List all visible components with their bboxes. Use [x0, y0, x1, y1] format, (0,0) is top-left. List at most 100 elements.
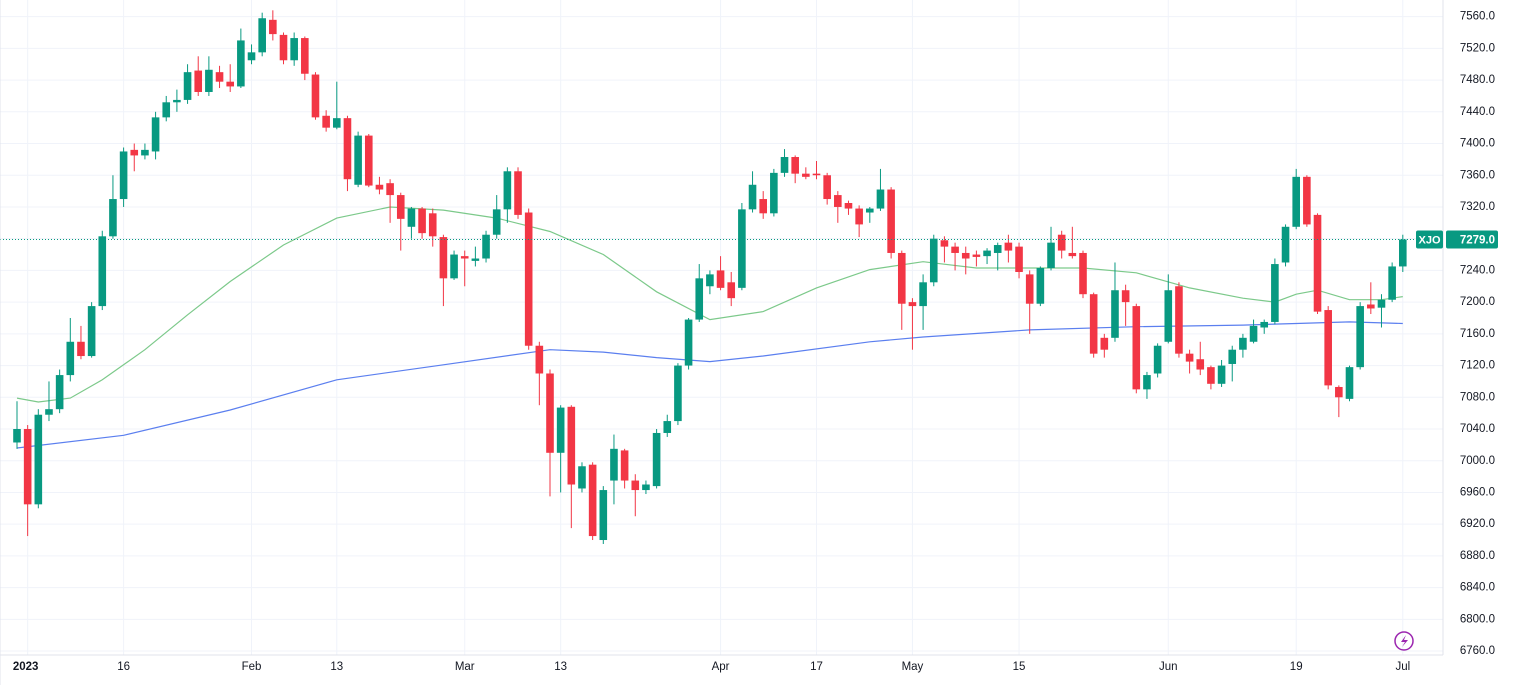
- y-tick-label: 7040.0: [1460, 423, 1495, 435]
- x-tick-label: Feb: [242, 661, 262, 673]
- candle-body: [183, 72, 192, 100]
- candle-body: [1271, 264, 1279, 322]
- candle-body: [1121, 290, 1130, 303]
- price-label: 7279.0: [1460, 235, 1495, 247]
- candle-body: [162, 102, 171, 118]
- candle-body: [1196, 359, 1205, 370]
- y-tick-label: 6800.0: [1460, 613, 1495, 625]
- candle-body: [1079, 252, 1087, 295]
- candle-body: [887, 189, 895, 253]
- candle-body: [109, 199, 117, 237]
- candle-body: [1281, 226, 1290, 263]
- candle-body: [1388, 266, 1396, 300]
- candle-body: [1015, 246, 1023, 272]
- candle-body: [428, 213, 437, 237]
- candle-body: [439, 237, 448, 279]
- candle-body: [1132, 306, 1141, 390]
- candle-body: [631, 480, 640, 491]
- candle-body: [386, 183, 394, 196]
- candle-body: [269, 19, 277, 35]
- candle-body: [418, 208, 426, 234]
- candle-body: [1164, 290, 1173, 342]
- candle-body: [492, 209, 501, 235]
- moving-average: [16, 321, 1403, 449]
- candle-body: [173, 99, 181, 103]
- candle-body: [876, 189, 885, 209]
- candle-body: [194, 70, 203, 92]
- candle-body: [855, 208, 863, 225]
- candle-body: [1175, 286, 1183, 354]
- candle-body: [87, 306, 96, 357]
- candle-body: [1335, 386, 1343, 398]
- candle-body: [258, 18, 266, 53]
- candle-body: [599, 490, 608, 541]
- icon-bolt: [1401, 635, 1408, 647]
- candle-body: [642, 484, 650, 491]
- price-badge: [1446, 230, 1498, 249]
- candle-body: [866, 208, 874, 213]
- candle-body: [812, 173, 821, 176]
- x-tick-label: 13: [330, 661, 343, 673]
- candle-body: [844, 203, 853, 209]
- candle-body: [333, 118, 341, 128]
- candle-body: [450, 254, 458, 279]
- y-tick-label: 7560.0: [1460, 11, 1495, 23]
- candle-body: [770, 172, 778, 214]
- lightning-icon[interactable]: [1394, 631, 1414, 651]
- candle-body: [301, 38, 309, 74]
- candle-body: [1239, 337, 1247, 350]
- y-tick-label: 6840.0: [1460, 582, 1495, 594]
- candle-body: [684, 319, 693, 366]
- y-tick-label: 7320.0: [1460, 201, 1495, 213]
- candle-body: [1036, 268, 1045, 304]
- candle-body: [738, 209, 746, 288]
- candle-body: [1185, 353, 1194, 362]
- y-tick-label: 7200.0: [1460, 296, 1495, 308]
- x-tick-label: 13: [554, 661, 567, 673]
- candle-body: [66, 341, 75, 376]
- candle-body: [727, 282, 736, 299]
- candle-body: [1153, 345, 1162, 374]
- candle-body: [343, 118, 352, 180]
- candle-body: [247, 52, 256, 61]
- candle-body: [311, 74, 320, 118]
- x-tick-label: Jul: [1395, 661, 1410, 673]
- candle-body: [588, 464, 597, 537]
- candle-body: [55, 375, 64, 410]
- y-tick-label: 7160.0: [1460, 328, 1495, 340]
- candle-body: [1399, 239, 1407, 267]
- candle-body: [215, 72, 224, 82]
- candle-body: [354, 135, 362, 185]
- candle-body: [1047, 242, 1055, 269]
- x-tick-label: 19: [1290, 661, 1303, 673]
- candle-body: [556, 407, 565, 453]
- candle-body: [1292, 176, 1300, 227]
- candle-body: [514, 171, 522, 215]
- candle-body: [375, 184, 384, 190]
- candle-body: [226, 81, 234, 87]
- candle-body: [407, 208, 416, 227]
- moving-average: [16, 206, 1403, 403]
- icon-ring: [1394, 631, 1414, 651]
- candle-body: [1345, 367, 1354, 399]
- x-tick-label: Jun: [1159, 661, 1178, 673]
- candle-body: [759, 199, 767, 214]
- candle-body: [77, 341, 85, 357]
- candle-body: [322, 115, 330, 128]
- candle-body: [524, 212, 533, 346]
- candle-body: [897, 252, 906, 304]
- candle-body: [119, 151, 128, 200]
- plot: [0, 10, 1443, 544]
- candle-body: [929, 238, 938, 283]
- x-tick-label: Mar: [455, 661, 475, 673]
- candle-body: [1303, 176, 1311, 225]
- y-tick-label: 7440.0: [1460, 106, 1495, 118]
- candle-body: [535, 345, 544, 374]
- candle-body: [1089, 294, 1098, 354]
- candle-body: [578, 466, 586, 489]
- candle-body: [1377, 299, 1386, 308]
- y-tick-label: 7240.0: [1460, 264, 1495, 276]
- candle-body: [546, 373, 554, 453]
- candle-body: [364, 135, 373, 186]
